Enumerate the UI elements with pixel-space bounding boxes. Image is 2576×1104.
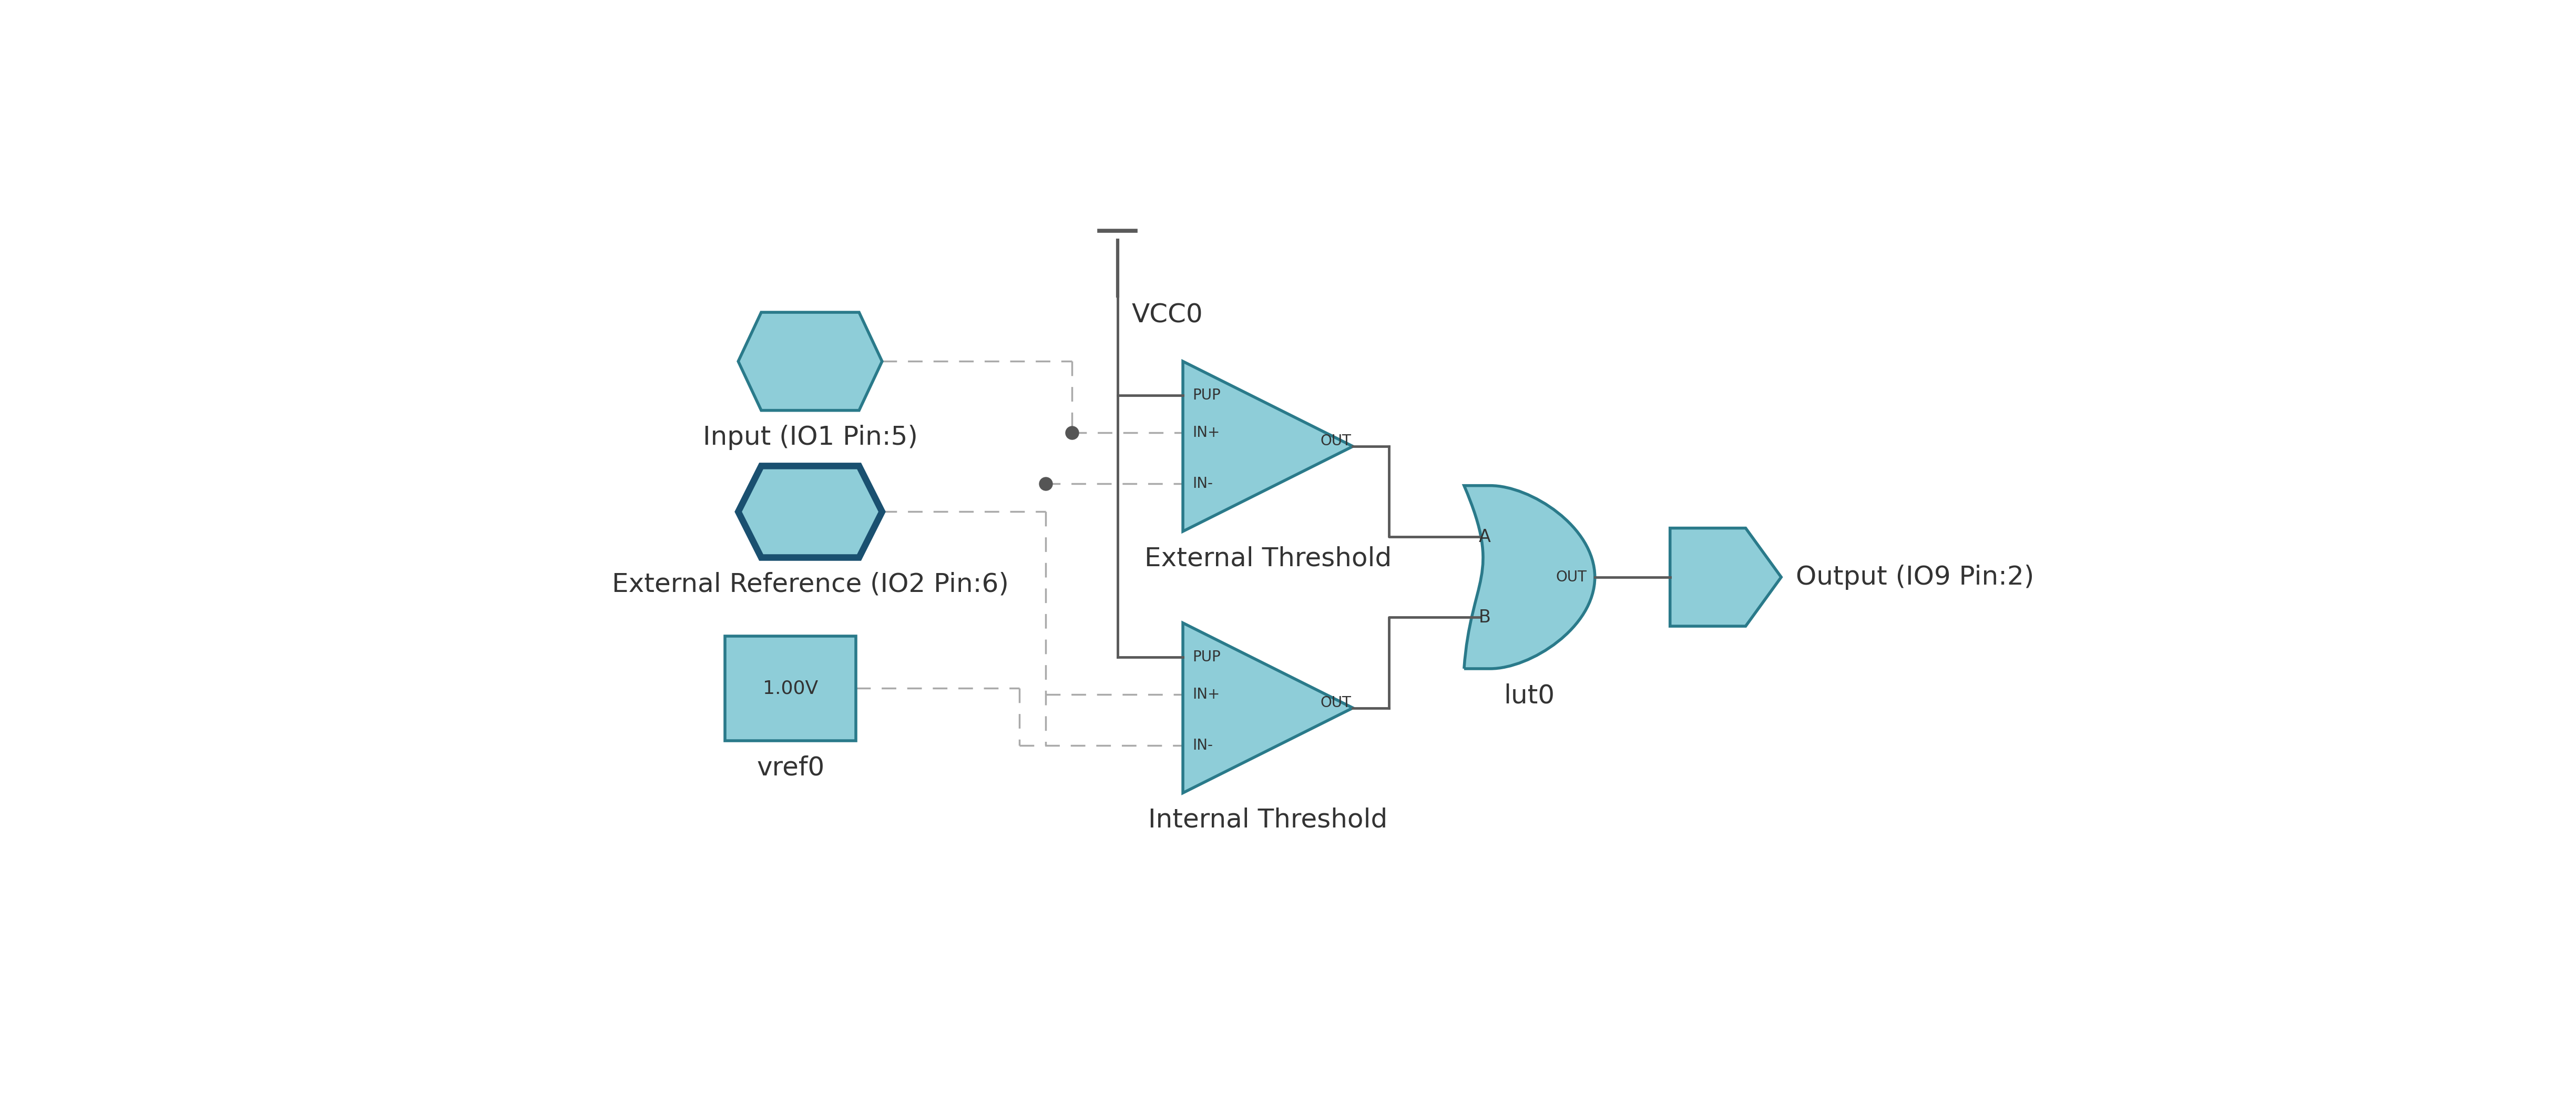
Text: External Threshold: External Threshold [1144, 545, 1391, 571]
Polygon shape [1669, 528, 1780, 626]
Text: A: A [1479, 528, 1492, 545]
Text: OUT: OUT [1321, 434, 1352, 448]
Polygon shape [739, 312, 881, 411]
Text: IN+: IN+ [1193, 425, 1221, 440]
Text: External Reference (IO2 Pin:6): External Reference (IO2 Pin:6) [611, 572, 1010, 597]
PathPatch shape [1463, 486, 1595, 669]
Text: vref0: vref0 [757, 755, 824, 781]
Text: PUP: PUP [1193, 649, 1221, 665]
Text: 1.00V: 1.00V [762, 679, 819, 698]
FancyBboxPatch shape [726, 636, 855, 741]
Text: B: B [1479, 608, 1492, 626]
Polygon shape [1182, 361, 1352, 531]
Text: Input (IO1 Pin:5): Input (IO1 Pin:5) [703, 425, 917, 450]
Text: IN-: IN- [1193, 477, 1213, 491]
Text: PUP: PUP [1193, 388, 1221, 403]
Text: IN+: IN+ [1193, 687, 1221, 702]
Text: Output (IO9 Pin:2): Output (IO9 Pin:2) [1795, 564, 2035, 590]
Text: OUT: OUT [1321, 696, 1352, 710]
Text: VCC0: VCC0 [1131, 302, 1203, 328]
Polygon shape [739, 466, 881, 558]
Text: OUT: OUT [1556, 570, 1587, 584]
Polygon shape [1182, 623, 1352, 793]
Text: lut0: lut0 [1504, 683, 1556, 709]
Text: IN-: IN- [1193, 737, 1213, 753]
Text: Internal Threshold: Internal Threshold [1149, 807, 1388, 832]
